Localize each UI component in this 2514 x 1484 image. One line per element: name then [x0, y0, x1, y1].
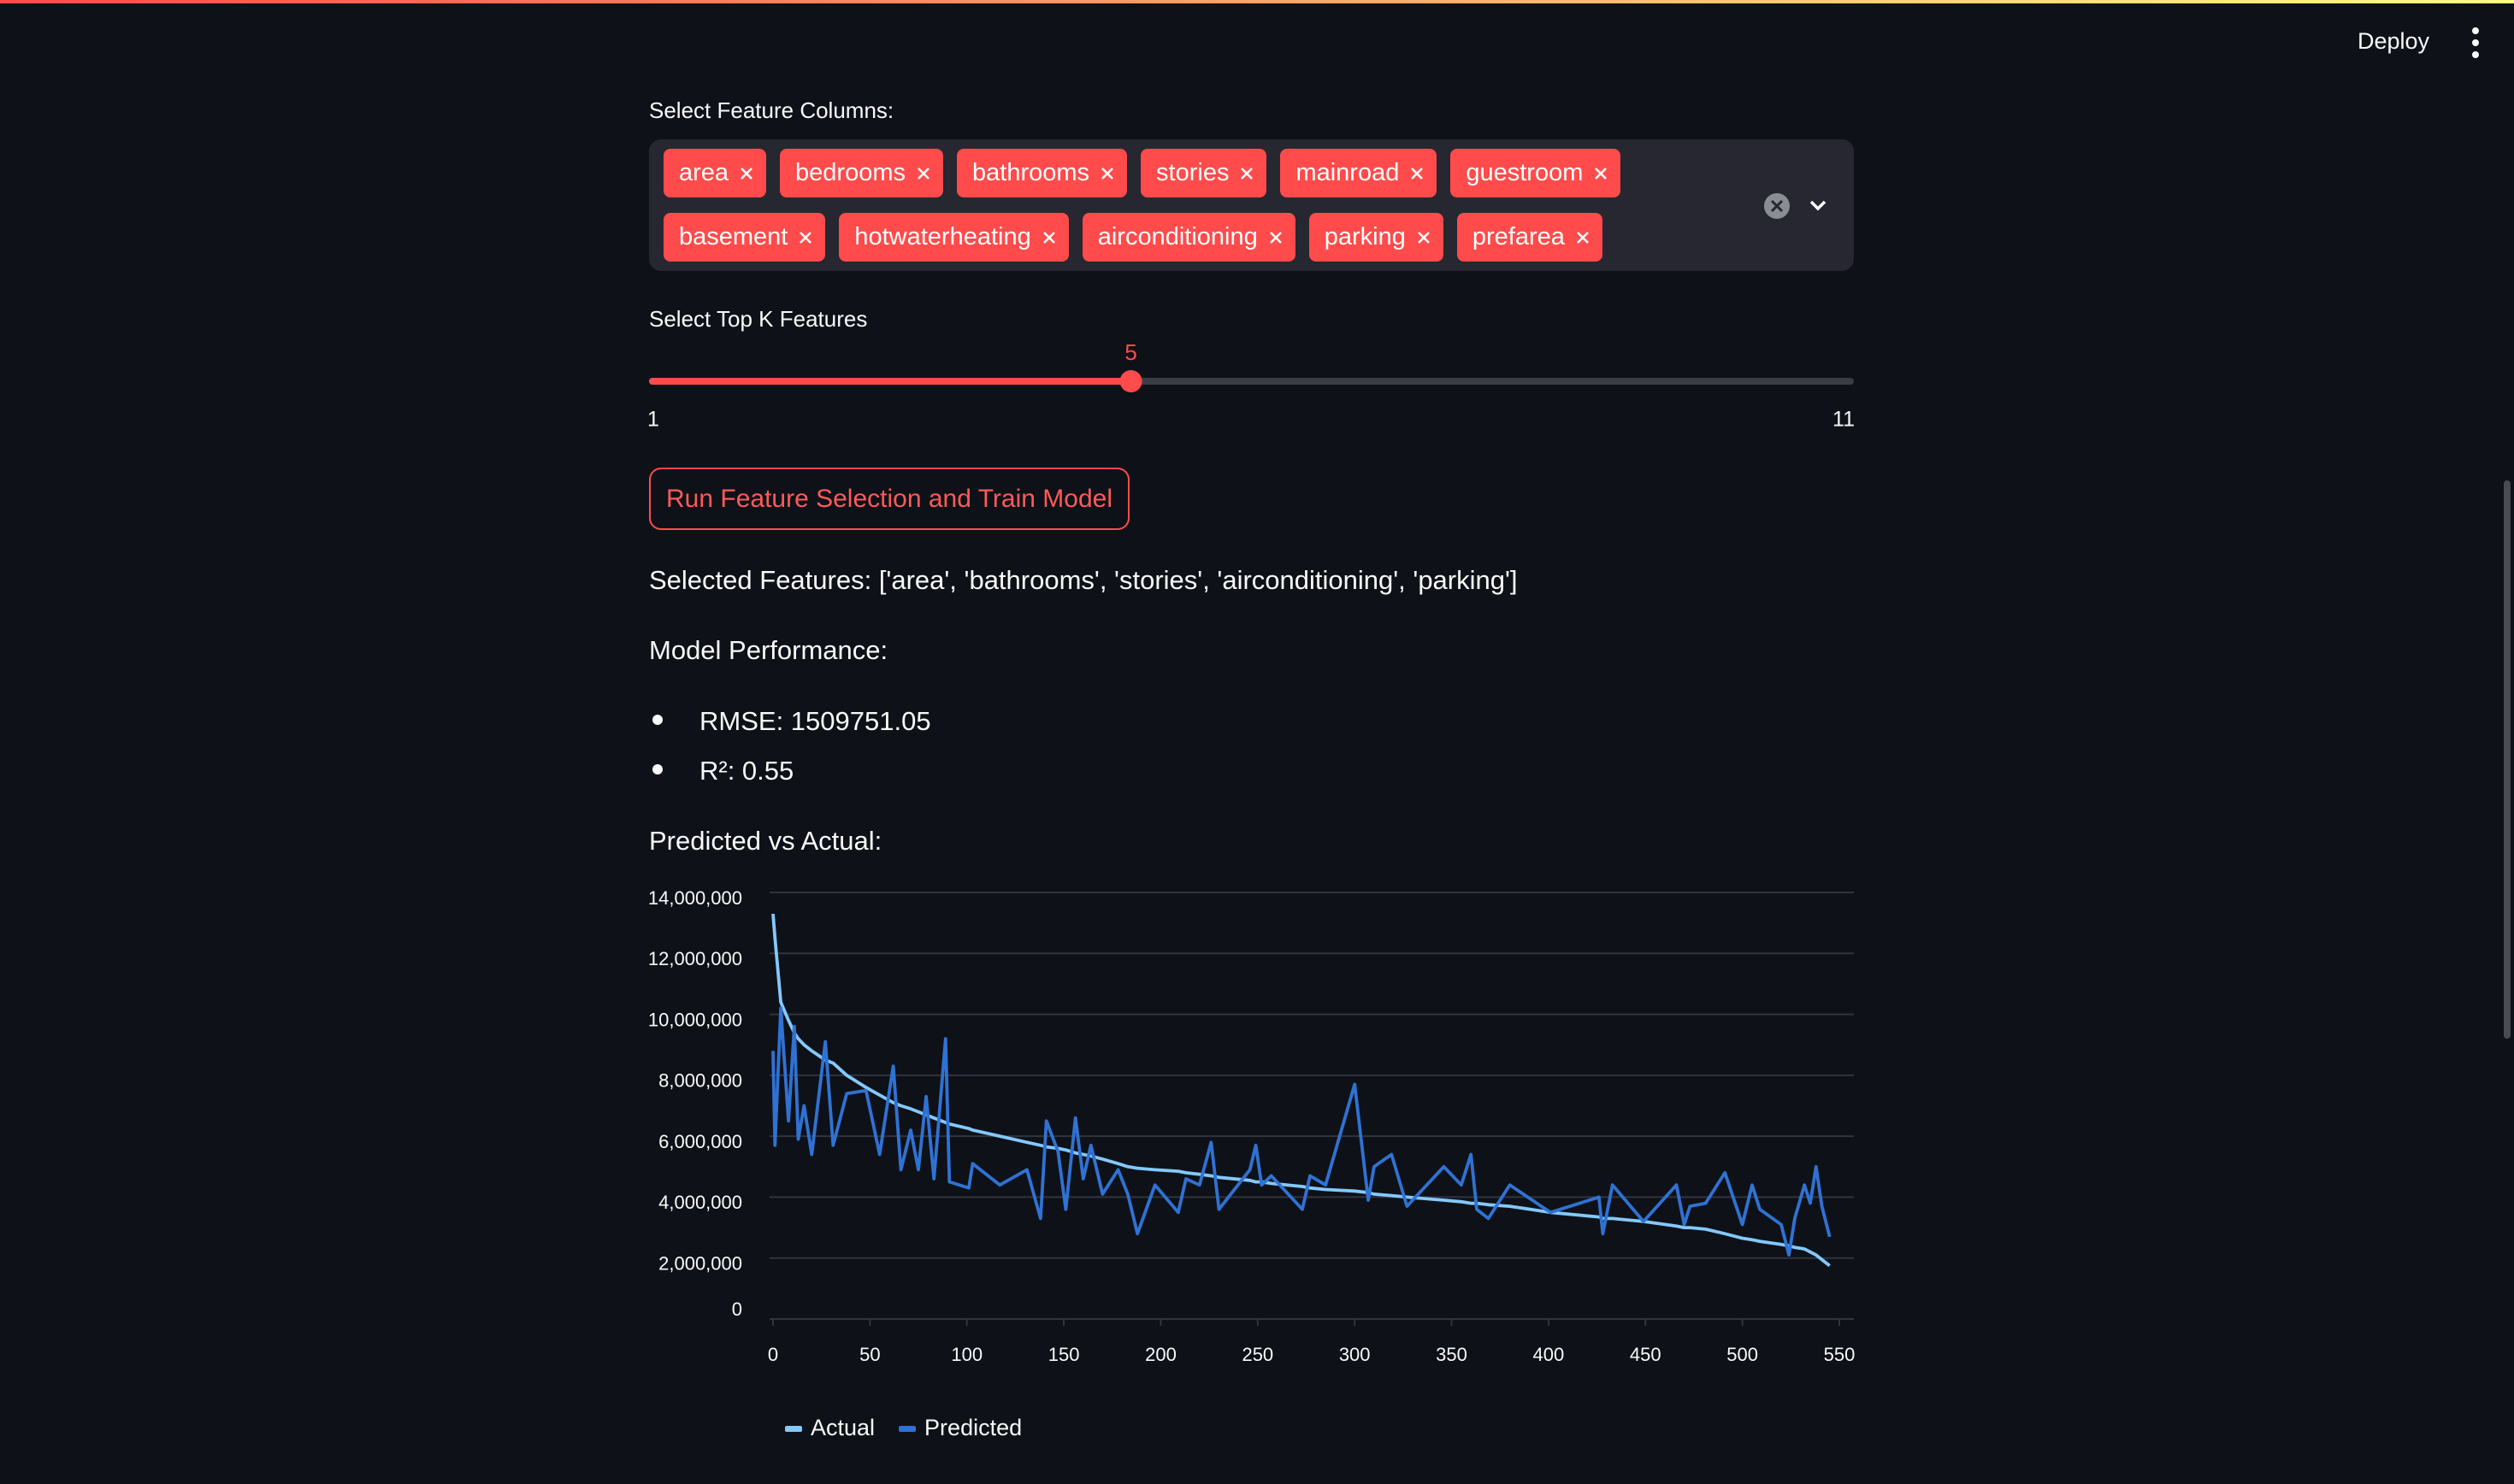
y-tick-label: 4,000,000: [658, 1192, 742, 1213]
tag-remove-icon[interactable]: [1593, 166, 1608, 181]
tag-remove-icon[interactable]: [1268, 230, 1284, 245]
tag-list: area bedrooms bathrooms stories mainroad gues…: [664, 149, 1741, 262]
x-tick-label: 100: [951, 1344, 983, 1365]
tag-remove-icon[interactable]: [916, 166, 931, 181]
tag[interactable]: mainroad: [1280, 149, 1437, 197]
multiselect[interactable]: area bedrooms bathrooms stories mainroad gues…: [649, 139, 1854, 271]
legend-label: Actual: [811, 1415, 875, 1440]
x-glyph: [1411, 167, 1424, 180]
x-glyph: [1417, 231, 1430, 244]
x-glyph: [1101, 167, 1113, 180]
x-glyph: [1269, 231, 1282, 244]
x-tick-label: 350: [1436, 1344, 1467, 1365]
tag-label: basement: [679, 223, 788, 250]
y-tick-label: 14,000,000: [648, 887, 742, 909]
chart-title: Predicted vs Actual:: [649, 826, 882, 856]
chart: 0 2,000,000 4,000,000 6,000,000 8,000,000 10,…: [648, 887, 1856, 1440]
slider-value: 5: [1124, 339, 1136, 365]
y-tick-label: 12,000,000: [648, 948, 742, 969]
metric: RMSE: 1509751.05: [699, 706, 931, 736]
x-tick-label: 200: [1145, 1344, 1177, 1365]
series-line: [771, 1006, 1832, 1257]
tag-label: bathrooms: [972, 159, 1090, 186]
legend-swatch: [899, 1426, 917, 1432]
tag[interactable]: airconditioning: [1082, 213, 1295, 262]
tag[interactable]: area: [664, 149, 767, 197]
tag[interactable]: parking: [1308, 213, 1443, 262]
tag[interactable]: bedrooms: [780, 149, 944, 197]
tag[interactable]: prefarea: [1456, 213, 1602, 262]
run-button[interactable]: Run Feature Selection and Train Model: [649, 468, 1130, 530]
x-tick-label: 450: [1630, 1344, 1661, 1365]
tag-label: airconditioning: [1097, 223, 1258, 250]
x-tick-label: 550: [1824, 1344, 1856, 1365]
tag[interactable]: stories: [1141, 149, 1267, 197]
x-glyph: [741, 167, 752, 180]
x-glyph: [1042, 231, 1055, 244]
bullet: [652, 715, 663, 725]
x-glyph: [918, 167, 929, 180]
tag-remove-icon[interactable]: [1100, 166, 1115, 181]
y-tick-label: 10,000,000: [648, 1009, 742, 1030]
x-glyph: [800, 231, 812, 244]
y-tick-label: 8,000,000: [658, 1070, 742, 1092]
main-menu[interactable]: [2463, 24, 2488, 62]
scrollbar[interactable]: [2504, 480, 2511, 1039]
selected-features: Selected Features: ['area', 'bathrooms',…: [649, 565, 1518, 595]
legend-label: Predicted: [924, 1415, 1022, 1440]
x-tick-label: 300: [1339, 1344, 1371, 1365]
tag-label: mainroad: [1295, 159, 1400, 186]
field-label: Select Feature Columns:: [649, 97, 894, 123]
slider-label: Select Top K Features: [649, 306, 868, 332]
legend-swatch: [785, 1426, 802, 1432]
x-tick-label: 500: [1726, 1344, 1758, 1365]
tag-remove-icon[interactable]: [1042, 230, 1057, 245]
tag[interactable]: bathrooms: [957, 149, 1128, 197]
tag-label: stories: [1156, 159, 1230, 186]
y-tick-label: 0: [732, 1298, 742, 1320]
x-glyph: [1595, 167, 1608, 180]
tag-label: guestroom: [1466, 159, 1584, 186]
section-title: Model Performance:: [649, 635, 888, 665]
bullet: [652, 764, 663, 774]
multiselect-controls[interactable]: [1761, 191, 1838, 221]
tag-remove-icon[interactable]: [739, 166, 754, 181]
metric: R²: 0.55: [699, 756, 794, 786]
x-glyph: [1241, 167, 1254, 180]
x-tick-label: 250: [1242, 1344, 1273, 1365]
tag-remove-icon[interactable]: [798, 230, 813, 245]
tag-remove-icon[interactable]: [1416, 230, 1431, 245]
deploy-button[interactable]: Deploy: [2358, 28, 2430, 54]
tag-label: area: [679, 159, 729, 186]
tag[interactable]: basement: [664, 213, 826, 262]
x-tick-label: 400: [1533, 1344, 1565, 1365]
x-tick-label: 0: [768, 1344, 778, 1365]
tag-label: parking: [1324, 223, 1406, 250]
slider[interactable]: 51 11: [633, 333, 1873, 445]
x-glyph: [1576, 231, 1589, 244]
tag[interactable]: guestroom: [1450, 149, 1621, 197]
tag-remove-icon[interactable]: [1409, 166, 1425, 181]
tag-remove-icon[interactable]: [1575, 230, 1590, 245]
top-decoration: [0, 0, 2514, 3]
tag-label: bedrooms: [795, 159, 906, 186]
slider-min: 1: [647, 408, 659, 432]
tag[interactable]: hotwaterheating: [839, 213, 1069, 262]
tag-label: prefarea: [1472, 223, 1565, 250]
y-tick-label: 2,000,000: [658, 1253, 742, 1275]
slider-fill: [649, 378, 1131, 385]
slider-max: 11: [1832, 408, 1855, 432]
x-tick-label: 150: [1048, 1344, 1080, 1365]
tag-label: hotwaterheating: [854, 223, 1031, 250]
slider-thumb[interactable]: [1119, 370, 1142, 392]
series-line: [771, 913, 1831, 1268]
y-tick-label: 6,000,000: [658, 1131, 742, 1152]
tag-remove-icon[interactable]: [1239, 166, 1254, 181]
x-tick-label: 50: [859, 1344, 880, 1365]
